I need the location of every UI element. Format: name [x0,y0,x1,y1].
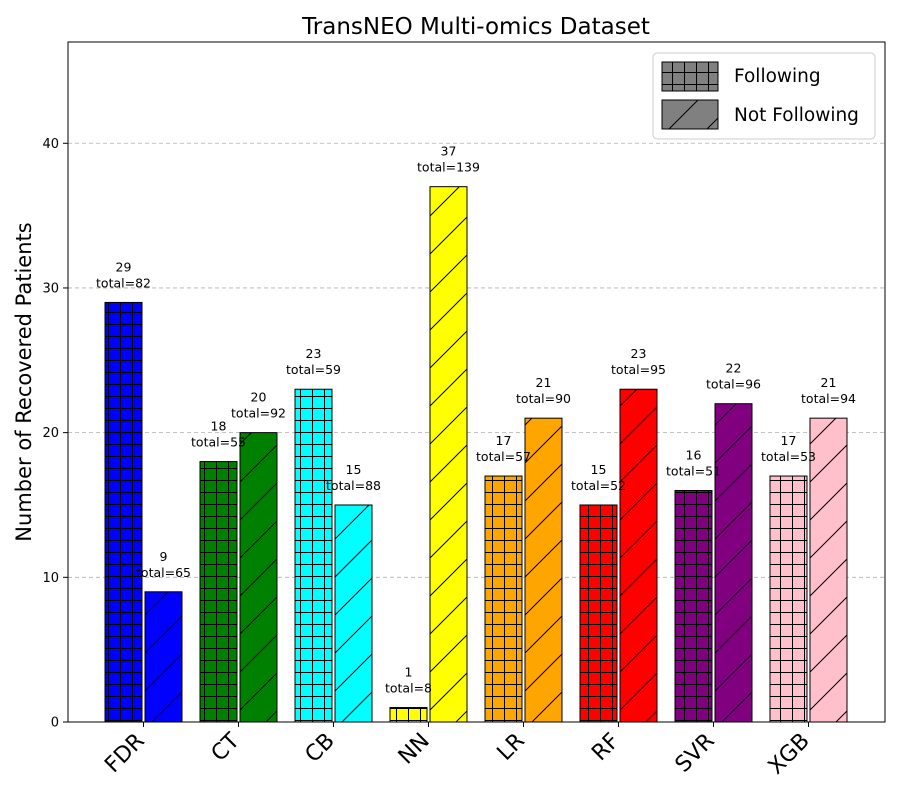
bar-xgb-following [769,475,808,723]
bars [104,186,848,723]
x-tick-label-fdr: FDR [100,729,149,778]
bar-total-label: total=90 [516,391,571,406]
legend-label-following: Following [734,66,821,87]
x-tick-label-ct: CT [207,728,245,766]
y-tick-label: 30 [42,281,59,296]
legend: Following Not Following [652,52,876,140]
bar-total-label: total=96 [706,377,761,392]
x-tick-label-rf: RF [587,729,624,766]
bar-value-label: 21 [821,375,837,390]
bar-value-label: 17 [496,433,512,448]
bar-cb-not-following [334,504,373,723]
y-tick-label: 10 [42,571,59,586]
y-axis-label: Number of Recovered Patients [12,222,36,541]
bar-value-label: 23 [306,346,322,361]
bar-value-label: 18 [211,419,227,434]
bar-total-label: total=65 [136,565,191,580]
bar-rf-following [579,504,618,723]
bar-total-label: total=51 [666,464,721,479]
x-tick-label-cb: CB [301,729,340,768]
bar-value-label: 15 [346,462,362,477]
x-tick-label-lr: LR [493,729,530,766]
bar-total-label: total=57 [476,449,531,464]
legend-swatch-not-following [661,99,719,130]
bar-total-label: total=95 [611,362,666,377]
chart-title: TransNEO Multi-omics Dataset [301,14,650,40]
bar-nn-not-following [429,186,468,723]
bar-svr-not-following [714,403,753,723]
bar-total-label: total=82 [96,275,151,290]
x-tick-label-nn: NN [394,729,435,770]
bar-fdr-not-following [144,591,183,723]
legend-label-not-following: Not Following [734,105,859,126]
x-axis: FDR CT CB NN LR RF SVR XGB [100,722,815,780]
bar-value-label: 21 [536,375,552,390]
bar-value-label: 16 [686,448,702,463]
bar-value-label: 37 [441,144,457,159]
bar-total-label: total=59 [286,362,341,377]
bar-total-label: total=88 [326,478,381,493]
bar-total-label: total=52 [571,478,626,493]
y-tick-label: 40 [42,137,59,152]
bar-total-label: total=53 [761,449,816,464]
bar-rf-not-following [619,388,658,723]
bar-fdr-following [104,301,143,723]
bar-ct-following [199,461,238,723]
bar-total-label: total=8 [385,681,432,696]
legend-swatch-following [661,61,719,92]
plot-frame [67,41,886,723]
bar-value-label: 9 [160,549,168,564]
y-axis: 0 10 20 30 40 [42,137,68,731]
gridlines [68,142,885,578]
bar-value-label: 15 [591,462,607,477]
bar-total-label: total=55 [191,435,246,450]
bar-nn-following [389,707,428,723]
x-tick-label-xgb: XGB [764,729,815,780]
bar-lr-following [484,475,523,723]
bar-value-label: 23 [631,346,647,361]
bar-xgb-not-following [809,417,848,723]
bar-ct-not-following [239,432,278,723]
bar-value-label: 20 [251,390,267,405]
bar-cb-following [294,388,333,723]
bar-svr-following [674,490,713,723]
y-tick-label: 20 [42,426,59,441]
x-tick-label-svr: SVR [671,729,720,778]
bar-value-label: 29 [116,259,132,274]
bar-value-label: 22 [726,361,742,376]
y-tick-label: 0 [51,716,59,731]
bar-total-label: total=139 [417,160,480,175]
bar-value-label: 1 [405,665,413,680]
bar-value-label: 17 [781,433,797,448]
bar-total-label: total=94 [801,391,856,406]
bar-total-label: total=92 [231,406,286,421]
